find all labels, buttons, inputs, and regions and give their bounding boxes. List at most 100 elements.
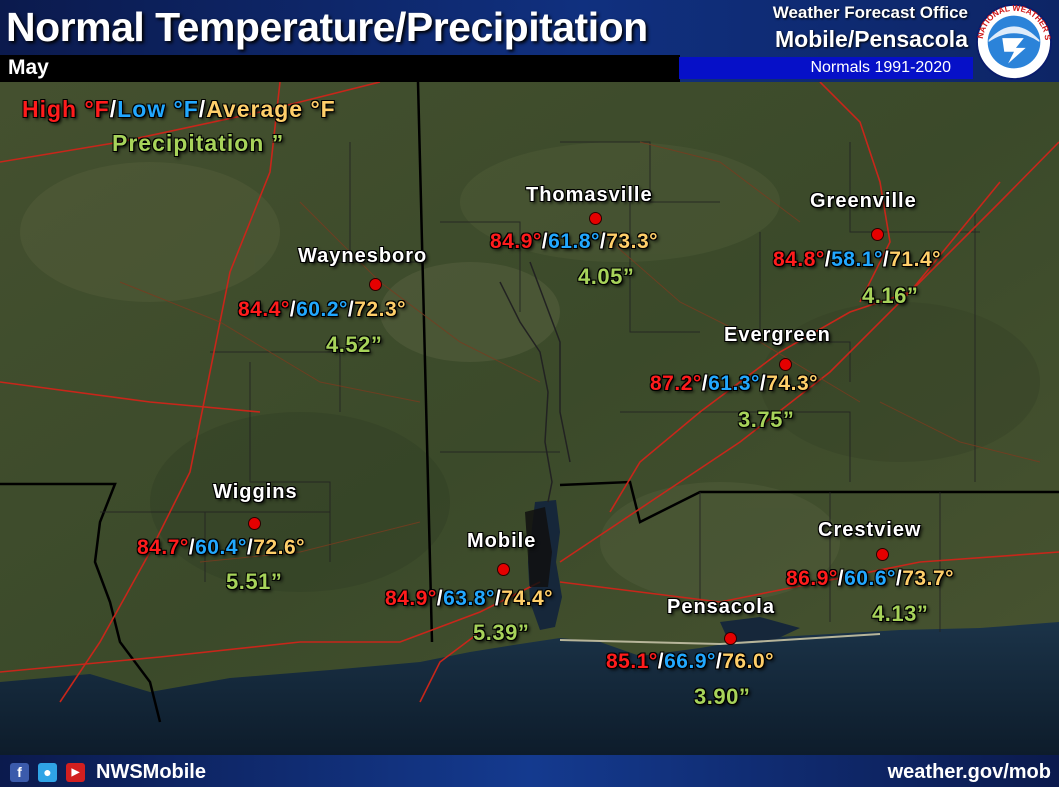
station-name: Thomasville bbox=[526, 184, 653, 206]
high-temp: 86.9° bbox=[786, 567, 838, 590]
temp-slash: / bbox=[289, 298, 297, 321]
station-temps: 85.1°/66.9°/76.0° bbox=[606, 650, 774, 674]
avg-temp: 74.3° bbox=[766, 372, 819, 395]
station-temps: 84.8°/58.1°/71.4° bbox=[773, 248, 941, 272]
legend-slash: / bbox=[198, 96, 207, 122]
high-temp: 84.7° bbox=[137, 536, 189, 559]
high-temp: 84.8° bbox=[773, 248, 825, 271]
rivers bbox=[499, 261, 571, 503]
low-temp: 60.4° bbox=[195, 536, 247, 559]
station-name: Crestview bbox=[818, 519, 922, 541]
satellite-map bbox=[0, 82, 1059, 755]
website-link[interactable]: weather.gov/mob bbox=[887, 761, 1051, 783]
normals-period: Normals 1991-2020 bbox=[810, 59, 951, 76]
twitter-icon[interactable]: ● bbox=[38, 763, 57, 782]
youtube-icon[interactable]: ▶ bbox=[66, 763, 85, 782]
temp-slash: / bbox=[494, 587, 502, 610]
temp-slash: / bbox=[895, 567, 903, 590]
station-temps: 84.9°/63.8°/74.4° bbox=[385, 587, 553, 611]
secondary-roads bbox=[119, 141, 1041, 563]
station-precip: 4.52” bbox=[326, 332, 383, 357]
low-temp: 66.9° bbox=[664, 650, 716, 673]
temp-slash: / bbox=[188, 536, 196, 559]
low-temp: 61.8° bbox=[548, 230, 600, 253]
temp-slash: / bbox=[882, 248, 890, 271]
avg-temp: 76.0° bbox=[722, 650, 775, 673]
high-temp: 85.1° bbox=[606, 650, 658, 673]
temp-slash: / bbox=[837, 567, 845, 590]
month-label: May bbox=[8, 56, 49, 79]
station-marker bbox=[876, 548, 889, 561]
station-marker bbox=[248, 517, 261, 530]
station-marker bbox=[497, 563, 510, 576]
month-bar: May bbox=[0, 55, 680, 82]
high-temp: 87.2° bbox=[650, 372, 702, 395]
state-lines bbox=[0, 82, 1059, 723]
station-precip: 4.05” bbox=[578, 264, 635, 289]
station-marker bbox=[369, 278, 382, 291]
avg-temp: 74.4° bbox=[501, 587, 554, 610]
high-temp: 84.9° bbox=[385, 587, 437, 610]
barrier-islands bbox=[559, 633, 881, 646]
office-label: Weather Forecast Office bbox=[772, 3, 968, 22]
temp-slash: / bbox=[347, 298, 355, 321]
legend-temperature: High °F/Low °F/Average °F bbox=[22, 96, 336, 123]
temp-slash: / bbox=[824, 248, 832, 271]
station-temps: 87.2°/61.3°/74.3° bbox=[650, 372, 818, 396]
temp-slash: / bbox=[541, 230, 549, 253]
low-temp: 60.2° bbox=[296, 298, 348, 321]
station-marker bbox=[871, 228, 884, 241]
station-temps: 84.4°/60.2°/72.3° bbox=[238, 298, 406, 322]
temp-slash: / bbox=[657, 650, 665, 673]
county-lines bbox=[100, 141, 980, 632]
temp-slash: / bbox=[246, 536, 254, 559]
station-name: Wiggins bbox=[213, 481, 298, 503]
avg-temp: 72.6° bbox=[253, 536, 306, 559]
legend-precipitation: Precipitation ” bbox=[112, 130, 285, 156]
station-precip: 3.75” bbox=[738, 407, 795, 432]
high-temp: 84.4° bbox=[238, 298, 290, 321]
station-marker bbox=[779, 358, 792, 371]
facebook-icon[interactable]: f bbox=[10, 763, 29, 782]
station-temps: 84.9°/61.8°/73.3° bbox=[490, 230, 658, 254]
station-precip: 4.16” bbox=[862, 283, 919, 308]
station-precip: 4.13” bbox=[872, 601, 929, 626]
pensacola-bay bbox=[720, 617, 800, 644]
temp-slash: / bbox=[436, 587, 444, 610]
gulf-of-mexico bbox=[0, 622, 1059, 755]
social-handle[interactable]: NWSMobile bbox=[96, 761, 206, 783]
legend-slash: / bbox=[109, 96, 118, 122]
avg-temp: 73.7° bbox=[902, 567, 955, 590]
low-temp: 60.6° bbox=[844, 567, 896, 590]
station-name: Greenville bbox=[810, 190, 917, 212]
avg-temp: 71.4° bbox=[889, 248, 942, 271]
station-name: Mobile bbox=[467, 530, 537, 552]
high-temp: 84.9° bbox=[490, 230, 542, 253]
low-temp: 61.3° bbox=[708, 372, 760, 395]
header-bar: Normal Temperature/Precipitation May Wea… bbox=[0, 0, 1059, 82]
station-temps: 84.7°/60.4°/72.6° bbox=[137, 536, 305, 560]
station-temps: 86.9°/60.6°/73.7° bbox=[786, 567, 954, 591]
low-temp: 63.8° bbox=[443, 587, 495, 610]
station-name: Evergreen bbox=[724, 324, 831, 346]
legend-average: Average °F bbox=[206, 96, 336, 122]
avg-temp: 72.3° bbox=[354, 298, 407, 321]
station-marker bbox=[724, 632, 737, 645]
footer-bar: f ● ▶ NWSMobile weather.gov/mob bbox=[0, 755, 1059, 787]
nws-logo-icon: NATIONAL WEATHER SERVICE bbox=[975, 3, 1052, 81]
legend-low: Low °F bbox=[117, 96, 199, 122]
station-marker bbox=[589, 212, 602, 225]
legend-high: High °F bbox=[22, 96, 110, 122]
page-title: Normal Temperature/Precipitation bbox=[6, 4, 648, 50]
temp-slash: / bbox=[599, 230, 607, 253]
station-precip: 5.39” bbox=[473, 620, 530, 645]
station-name: Waynesboro bbox=[298, 245, 428, 267]
station-precip: 5.51” bbox=[226, 569, 283, 594]
avg-temp: 73.3° bbox=[606, 230, 659, 253]
temp-slash: / bbox=[701, 372, 709, 395]
highways bbox=[0, 82, 1059, 703]
temp-slash: / bbox=[759, 372, 767, 395]
low-temp: 58.1° bbox=[831, 248, 883, 271]
office-city-label: Mobile/Pensacola bbox=[774, 26, 968, 52]
